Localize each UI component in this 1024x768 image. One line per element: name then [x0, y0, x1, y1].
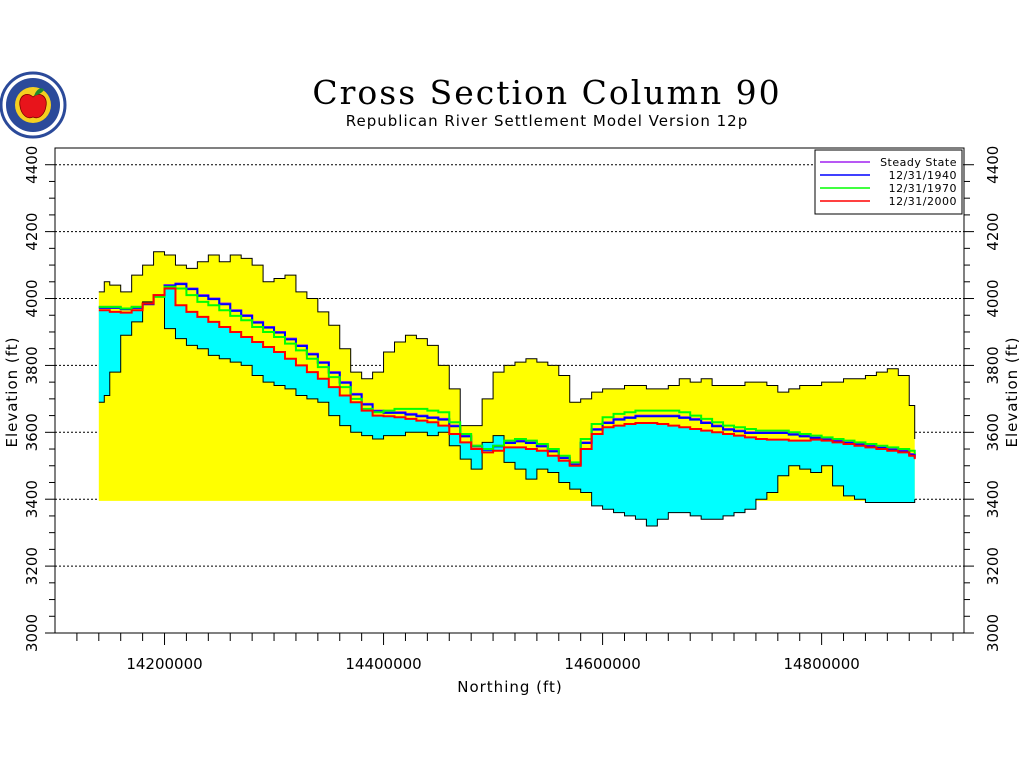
y-tick-label-right: 3600 — [984, 413, 1002, 451]
legend-label: 12/31/1940 — [889, 169, 957, 182]
leaf-icon — [34, 88, 44, 96]
y-tick-label-right: 4400 — [984, 146, 1002, 184]
plot-frame — [54, 147, 965, 634]
x-tick-label: 14400000 — [345, 655, 421, 673]
y-tick-label-left: 3200 — [23, 547, 41, 585]
layer-fills — [98, 251, 916, 527]
y-tick-label-right: 4000 — [984, 279, 1002, 317]
legend-label: 12/31/1970 — [889, 182, 957, 195]
series-line-12-31-1970 — [98, 285, 916, 464]
y-tick-label-left: 4200 — [23, 213, 41, 251]
y-tick-label-right: 3200 — [984, 547, 1002, 585]
y-axis-label-right: Elevation (ft) — [1003, 336, 1021, 447]
apple-icon — [19, 94, 47, 119]
saturated-zone-fill — [98, 288, 915, 526]
legend: Steady State12/31/194012/31/197012/31/20… — [814, 149, 963, 215]
y-tick-label-left: 3400 — [23, 480, 41, 518]
y-tick-label-right: 4200 — [984, 213, 1002, 251]
legend-box — [814, 149, 963, 215]
y-tick-label-left: 3600 — [23, 413, 41, 451]
axis-ticks: 14200000 14400000 14600000 14800000 3000 3000… — [23, 146, 1002, 673]
x-tick-label: 14600000 — [564, 655, 640, 673]
x-axis-label: Northing (ft) — [457, 678, 563, 696]
x-tick-label: 14800000 — [783, 655, 859, 673]
legend-label: 12/31/2000 — [889, 195, 957, 208]
series-lines — [98, 282, 916, 467]
seal-logo — [0, 71, 67, 139]
y-tick-label-left: 4400 — [23, 146, 41, 184]
y-tick-label-left: 3000 — [23, 614, 41, 652]
legend-label: Steady State — [880, 156, 957, 169]
y-tick-label-right: 3000 — [984, 614, 1002, 652]
y-tick-label-left: 3800 — [23, 346, 41, 384]
series-line-12-31-2000 — [98, 287, 916, 467]
y-axis-label-left: Elevation (ft) — [3, 336, 21, 447]
y-tick-label-left: 4000 — [23, 279, 41, 317]
chart-title: Cross Section Column 90 — [312, 73, 781, 112]
chart-subtitle: Republican River Settlement Model Versio… — [346, 112, 748, 130]
y-tick-label-right: 3400 — [984, 480, 1002, 518]
aquifer-bottom-outline — [98, 294, 916, 527]
x-tick-label: 14200000 — [126, 655, 202, 673]
y-tick-label-right: 3800 — [984, 346, 1002, 384]
land-surface-outline — [98, 251, 916, 439]
